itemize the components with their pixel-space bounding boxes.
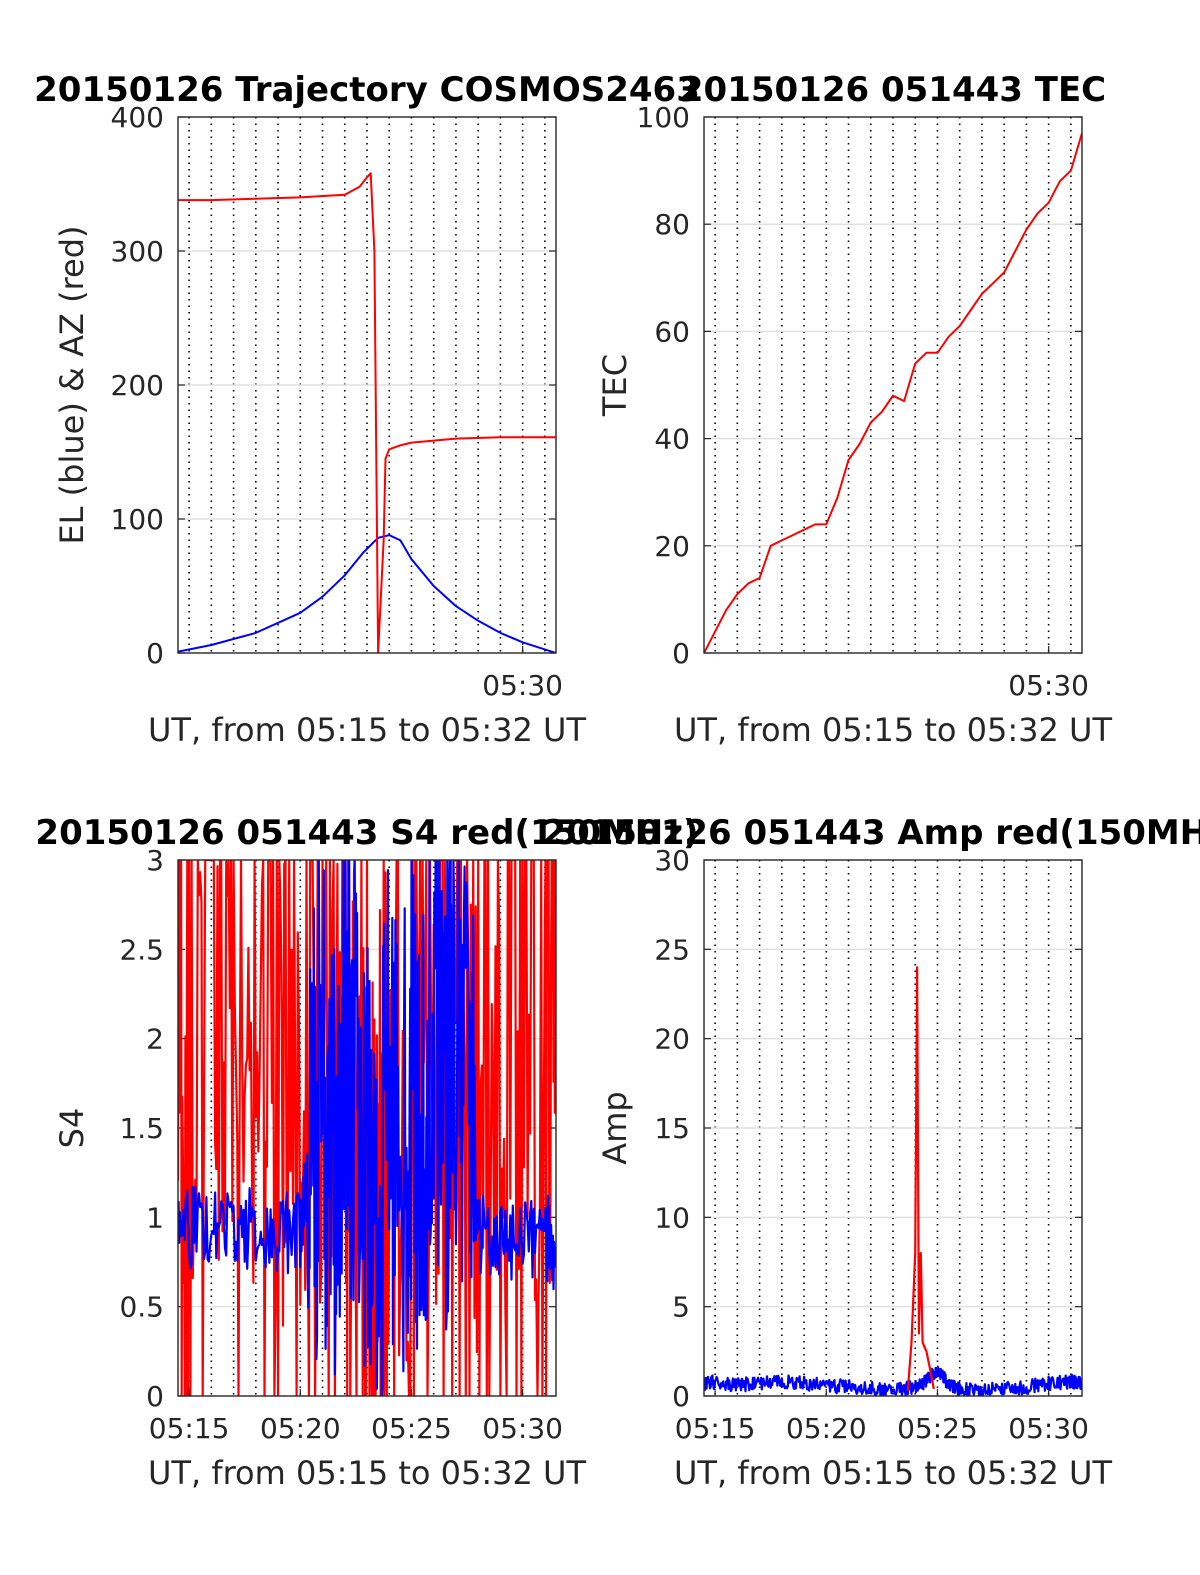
x-tick-label: 05:25 bbox=[897, 1412, 978, 1445]
y-tick-label: 80 bbox=[654, 208, 690, 241]
x-tick-label: 05:30 bbox=[1008, 669, 1089, 702]
y-tick-label: 15 bbox=[654, 1112, 690, 1145]
panel-2: 0 20 40 60 80 100 05:30 UT, from 05:15 to 05:32… bbox=[596, 70, 1112, 749]
y-tick-label: 1 bbox=[146, 1201, 164, 1234]
y-axis-label: Amp bbox=[596, 1091, 634, 1164]
panel-3: 0 0.5 1 1.5 2 2.5 3 05:15 05:20 05:25 05:30 UT, fro… bbox=[35, 813, 698, 1492]
chart-title: 20150126 051443 S4 red(150MHz) bbox=[35, 813, 698, 853]
x-tick-label: 05:30 bbox=[482, 1412, 563, 1445]
chart-title: 20150126 Trajectory COSMOS2463 bbox=[34, 70, 700, 110]
chart-title: 20150126 051443 TEC bbox=[680, 70, 1106, 110]
y-axis-label: TEC bbox=[596, 354, 634, 417]
x-axis-label: UT, from 05:15 to 05:32 UT bbox=[148, 1454, 586, 1492]
y-tick-label: 400 bbox=[111, 101, 164, 134]
y-tick-label: 0 bbox=[146, 1380, 164, 1413]
y-tick-label: 60 bbox=[654, 315, 690, 348]
y-tick-label: 40 bbox=[654, 423, 690, 456]
y-tick-label: 0.5 bbox=[119, 1291, 164, 1324]
x-tick-label: 05:20 bbox=[786, 1412, 867, 1445]
y-tick-label: 20 bbox=[654, 530, 690, 563]
y-tick-label: 0 bbox=[146, 637, 164, 670]
axes-box bbox=[177, 116, 557, 654]
series-line-1 bbox=[704, 1365, 1082, 1396]
y-axis-label: S4 bbox=[53, 1108, 91, 1149]
x-axis-label: UT, from 05:15 to 05:32 UT bbox=[148, 711, 586, 749]
x-tick-label: 05:25 bbox=[371, 1412, 452, 1445]
series-line-2 bbox=[178, 860, 556, 1396]
y-tick-label: 200 bbox=[111, 369, 164, 402]
y-tick-label: 25 bbox=[654, 933, 690, 966]
series-line-1 bbox=[178, 534, 556, 653]
y-tick-label: 0 bbox=[672, 1380, 690, 1413]
axes-box bbox=[177, 859, 557, 1397]
panel-4: 0 5 10 15 20 25 30 05:15 05:20 05:25 05:30 UT, from… bbox=[542, 813, 1200, 1492]
x-tick-label: 05:30 bbox=[482, 669, 563, 702]
y-tick-label: 2.5 bbox=[119, 933, 164, 966]
x-tick-label: 05:20 bbox=[260, 1412, 341, 1445]
y-axis-label: EL (blue) & AZ (red) bbox=[53, 225, 91, 544]
y-tick-label: 20 bbox=[654, 1023, 690, 1056]
x-axis-label: UT, from 05:15 to 05:32 UT bbox=[674, 1454, 1112, 1492]
axes-box bbox=[703, 859, 1083, 1397]
y-tick-label: 10 bbox=[654, 1201, 690, 1234]
series-line-1 bbox=[704, 132, 1082, 653]
x-axis-label: UT, from 05:15 to 05:32 UT bbox=[674, 711, 1112, 749]
y-tick-label: 0 bbox=[672, 637, 690, 670]
x-tick-label: 05:30 bbox=[1008, 1412, 1089, 1445]
series-line-2 bbox=[906, 966, 935, 1391]
series-line-2 bbox=[178, 172, 556, 653]
y-tick-label: 1.5 bbox=[119, 1112, 164, 1145]
y-tick-label: 5 bbox=[672, 1291, 690, 1324]
y-tick-label: 2 bbox=[146, 1023, 164, 1056]
y-tick-label: 100 bbox=[637, 101, 690, 134]
axes-box bbox=[703, 116, 1083, 654]
chart-title: 20150126 051443 Amp red(150MHz) bbox=[542, 813, 1200, 853]
x-tick-label: 05:15 bbox=[149, 1412, 230, 1445]
x-tick-label: 05:15 bbox=[675, 1412, 756, 1445]
y-tick-label: 300 bbox=[111, 235, 164, 268]
y-tick-label: 3 bbox=[146, 844, 164, 877]
y-tick-label: 100 bbox=[111, 503, 164, 536]
y-tick-label: 30 bbox=[654, 844, 690, 877]
